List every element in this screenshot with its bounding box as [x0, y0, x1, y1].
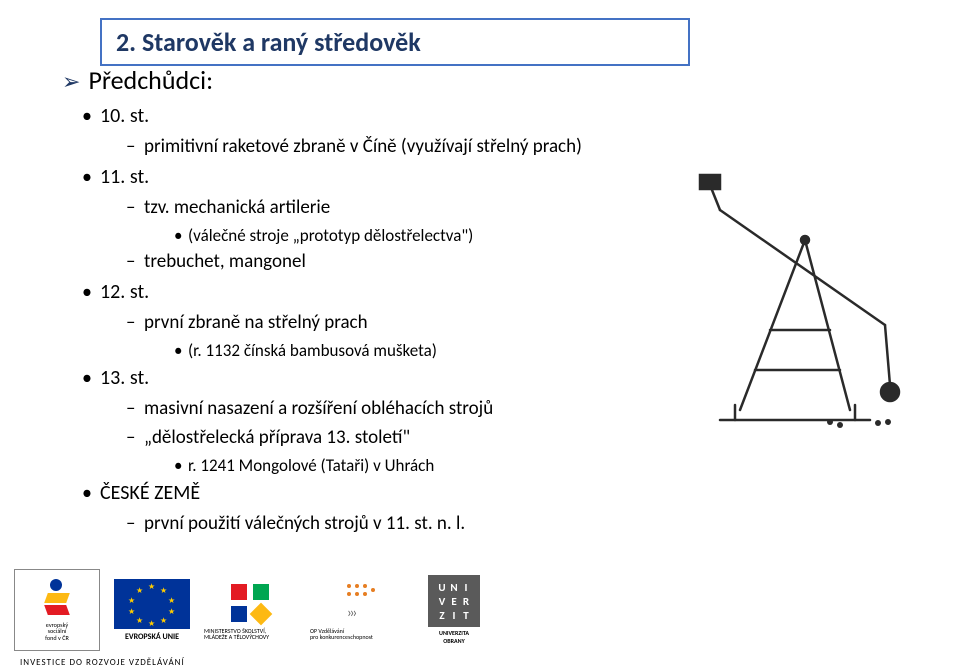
list-root: ➢ Předchůdci: — [62, 62, 642, 98]
list-item: •11. st. — [82, 163, 642, 191]
arrow-icon: ➢ — [62, 68, 80, 95]
list-sub: –první zbraně na střelný prach — [126, 310, 642, 337]
czech-lands: ČESKÉ ZEMĚ — [100, 481, 200, 505]
list-sub: –tzv. mechanická artilerie — [126, 195, 642, 222]
university-icon: UNI VER ZIT — [428, 575, 480, 627]
bullet-icon: • — [82, 278, 100, 306]
list-sub: –první použití válečných strojů v 11. st… — [126, 511, 642, 538]
eu-label: EVROPSKÁ UNIE — [125, 632, 179, 642]
list-item: •ČESKÉ ZEMĚ — [82, 479, 642, 507]
text: první zbraně na střelný prach — [144, 311, 368, 334]
msmt-logo: MINISTERSTVO ŠKOLSTVÍ, MLÁDEŽE A TĚLOVÝC… — [204, 580, 296, 641]
bullet-icon: • — [174, 339, 188, 363]
text: první použití válečných strojů v 11. st.… — [144, 512, 465, 535]
eu-logo: ★ ★ ★ ★ ★ ★ ★ ★ ★ ★ EVROPSKÁ UNIE — [114, 579, 190, 642]
dash-icon: – — [126, 195, 144, 222]
list-sub: –masivní nasazení a rozšíření obléhacích… — [126, 396, 642, 423]
bullet-icon: • — [82, 163, 100, 191]
text: (r. 1132 čínská bambusová mušketa) — [188, 340, 437, 361]
list-sub2: •r. 1241 Mongolové (Tataři) v Uhrách — [174, 454, 642, 478]
text: trebuchet, mangonel — [144, 250, 306, 273]
esf-logo: evropský sociální fond v ČR — [14, 569, 100, 651]
footer-logos: evropský sociální fond v ČR ★ ★ ★ ★ ★ ★ … — [14, 564, 634, 656]
list-sub: –„dělostřelecká příprava 13. století" — [126, 425, 642, 452]
bullet-icon: • — [174, 224, 188, 248]
esf-icon — [34, 579, 80, 619]
section-title: 2. Starověk a raný středověk — [116, 26, 421, 58]
text: r. 1241 Mongolové (Tataři) v Uhrách — [188, 455, 434, 476]
list-item: •13. st. — [82, 364, 642, 392]
text: tzv. mechanická artilerie — [144, 196, 330, 219]
list-sub: –primitivní raketové zbraně v Číně (využ… — [126, 134, 642, 161]
text: (válečné stroje „prototyp dělostřelectva… — [188, 225, 473, 246]
predchudci-label: Předchůdci: — [88, 64, 213, 96]
esf-label: evropský sociální fond v ČR — [45, 622, 69, 642]
slide-content: ➢Předchůdci: •10. st. –primitivní raketo… — [62, 62, 642, 540]
century-10: 10. st. — [100, 104, 149, 128]
dash-icon: – — [126, 310, 144, 337]
section-title-box: 2. Starověk a raný středověk — [100, 18, 690, 66]
opvk-logo: ››› OP Vzdělávání pro konkurenceschopnos… — [310, 580, 414, 641]
list-sub2: •(r. 1132 čínská bambusová mušketa) — [174, 339, 642, 363]
university-logo: UNI VER ZIT UNIVERZITA OBRANY — [428, 575, 480, 645]
dash-icon: – — [126, 425, 144, 452]
text: primitivní raketové zbraně v Číně (využí… — [144, 135, 582, 158]
bullet-icon: • — [82, 102, 100, 130]
bullet-icon: • — [82, 479, 100, 507]
dash-icon: – — [126, 511, 144, 538]
bullet-icon: • — [82, 364, 100, 392]
century-11: 11. st. — [100, 165, 149, 189]
investment-tagline: INVESTICE DO ROZVOJE VZDĚLÁVÁNÍ — [20, 657, 185, 668]
bullet-icon: • — [174, 454, 188, 478]
eu-flag-icon: ★ ★ ★ ★ ★ ★ ★ ★ ★ ★ — [114, 579, 190, 629]
trebuchet-illustration — [680, 170, 910, 430]
century-13: 13. st. — [100, 366, 149, 390]
opvk-label: OP Vzdělávání pro konkurenceschopnost — [310, 628, 414, 641]
dash-icon: – — [126, 396, 144, 423]
list-item: •12. st. — [82, 278, 642, 306]
dash-icon: – — [126, 249, 144, 276]
dash-icon: – — [126, 134, 144, 161]
list-item: •10. st. — [82, 102, 642, 130]
msmt-label: MINISTERSTVO ŠKOLSTVÍ, MLÁDEŽE A TĚLOVÝC… — [204, 628, 296, 641]
list-sub2: •(válečné stroje „prototyp dělostřelectv… — [174, 224, 642, 248]
list-sub: –trebuchet, mangonel — [126, 249, 642, 276]
msmt-icon — [227, 580, 273, 626]
opvk-icon: ››› — [339, 580, 385, 626]
century-12: 12. st. — [100, 280, 149, 304]
text: masivní nasazení a rozšíření obléhacích … — [144, 397, 493, 420]
text: „dělostřelecká příprava 13. století" — [144, 426, 410, 449]
university-label: UNIVERZITA OBRANY — [439, 629, 469, 645]
